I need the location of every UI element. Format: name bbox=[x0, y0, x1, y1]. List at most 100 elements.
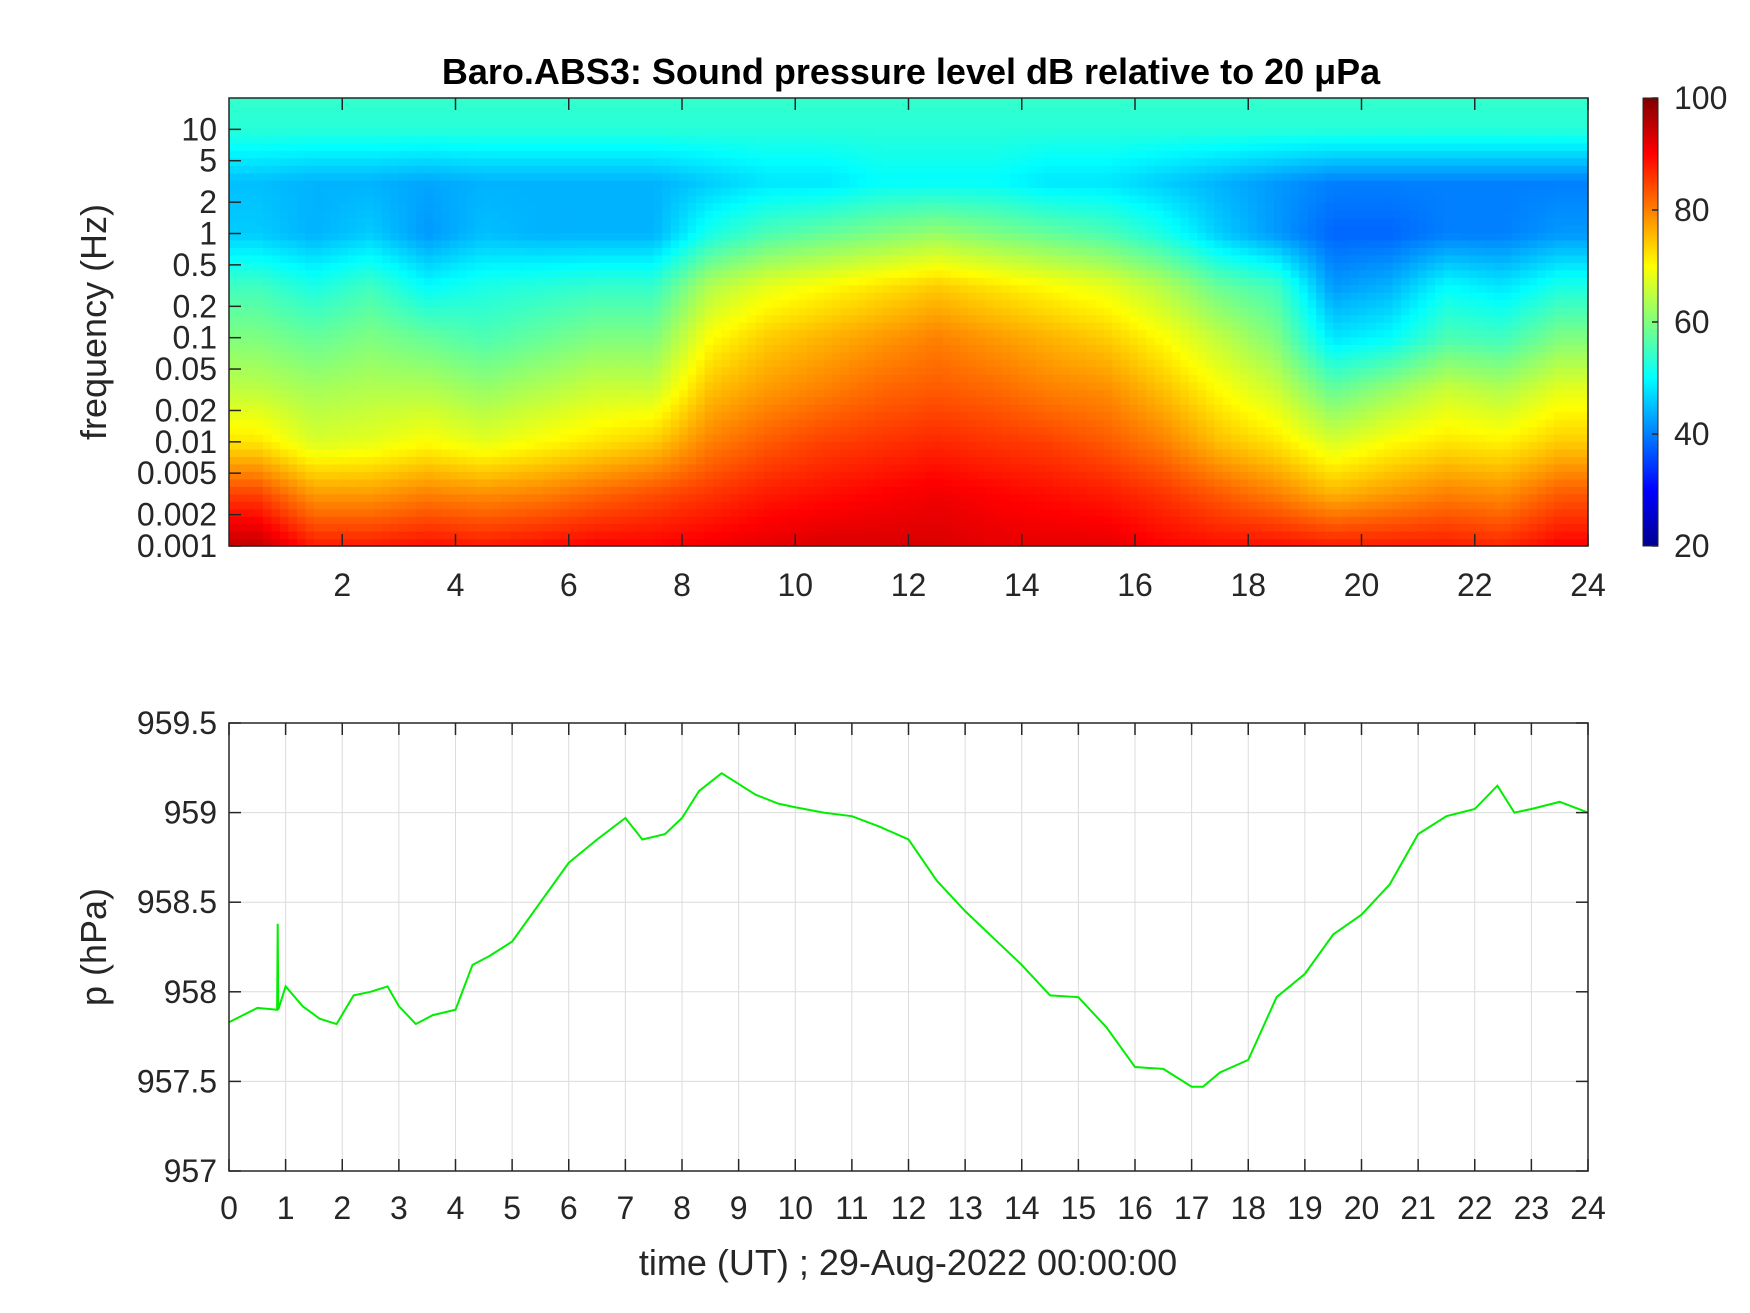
spectrogram-cell bbox=[1027, 329, 1037, 338]
spectrogram-cell bbox=[1010, 351, 1020, 360]
spectrogram-cell bbox=[1469, 493, 1479, 502]
spectrogram-cell bbox=[1052, 381, 1062, 390]
spectrogram-cell bbox=[1486, 314, 1496, 323]
spectrogram-cell bbox=[823, 531, 833, 540]
spectrogram-cell bbox=[925, 411, 935, 420]
spectrogram-cell bbox=[424, 434, 434, 443]
spectrogram-cell bbox=[687, 351, 697, 360]
spectrogram-cell bbox=[993, 389, 1003, 398]
spectrogram-cell bbox=[1290, 366, 1300, 375]
spectrogram-cell bbox=[1095, 351, 1105, 360]
spectrogram-cell bbox=[1180, 493, 1190, 502]
spectrogram-cell bbox=[1528, 478, 1538, 487]
spectrogram-cell bbox=[1562, 456, 1572, 465]
spectrogram-cell bbox=[526, 508, 536, 517]
spectrogram-cell bbox=[993, 336, 1003, 345]
spectrogram-cell bbox=[815, 516, 825, 525]
spectrogram-cell bbox=[551, 508, 561, 517]
spectrogram-cell bbox=[407, 411, 417, 420]
spectrogram-cell bbox=[1103, 396, 1113, 405]
spectrogram-cell bbox=[296, 478, 307, 487]
spectrogram-cell bbox=[1265, 411, 1275, 420]
spectrogram-cell bbox=[755, 426, 765, 435]
spectrogram-cell bbox=[916, 516, 927, 525]
spectrogram-cell bbox=[1010, 463, 1020, 472]
spectrogram-cell bbox=[347, 374, 357, 383]
spectrogram-cell bbox=[1282, 516, 1292, 525]
spectrogram-cell bbox=[602, 322, 612, 331]
spectrogram-cell bbox=[1358, 344, 1368, 353]
spectrogram-cell bbox=[1579, 396, 1589, 405]
spectrogram-cell bbox=[1188, 344, 1198, 353]
spectrogram-cell bbox=[330, 441, 341, 450]
spectrogram-cell bbox=[500, 381, 510, 390]
spectrogram-cell bbox=[577, 538, 587, 547]
spectrogram-cell bbox=[1137, 434, 1147, 443]
spectrogram-cell bbox=[806, 456, 816, 465]
spectrogram-cell bbox=[696, 471, 706, 480]
spectrogram-cell bbox=[1571, 441, 1581, 450]
spectrogram-cell bbox=[1001, 351, 1012, 360]
spectrogram-cell bbox=[441, 336, 451, 345]
spectrogram-cell bbox=[755, 493, 765, 502]
spectrogram-cell bbox=[1265, 314, 1275, 323]
spectrogram-cell bbox=[730, 404, 740, 413]
spectrogram-cell bbox=[339, 441, 349, 450]
spectrogram-cell bbox=[254, 329, 264, 338]
spectrogram-cell bbox=[1069, 478, 1079, 487]
spectrogram-cell bbox=[1307, 314, 1317, 323]
spectrogram-cell bbox=[1545, 411, 1555, 420]
spectrogram-cell bbox=[916, 508, 927, 517]
spectrogram-cell bbox=[1401, 381, 1411, 390]
spectrogram-cell bbox=[806, 531, 816, 540]
spectrogram-cell bbox=[1171, 344, 1181, 353]
spectrogram-cell bbox=[1520, 531, 1530, 540]
spectrogram-cell bbox=[1299, 351, 1309, 360]
spectrogram-cell bbox=[1078, 322, 1088, 331]
spectrogram-cell bbox=[432, 434, 442, 443]
spectrogram-cell bbox=[381, 538, 391, 547]
spectrogram-cell bbox=[271, 434, 281, 443]
spectrogram-cell bbox=[585, 486, 595, 495]
spectrogram-cell bbox=[1435, 374, 1445, 383]
spectrogram-cell bbox=[466, 322, 476, 331]
spectrogram-cell bbox=[713, 374, 723, 383]
spectrogram-cell bbox=[1137, 538, 1147, 547]
spectrogram-cell bbox=[254, 471, 264, 480]
spectrogram-cell bbox=[1562, 478, 1572, 487]
spectrogram-cell bbox=[857, 351, 867, 360]
spectrogram-cell bbox=[832, 359, 842, 368]
spectrogram-cell bbox=[823, 329, 833, 338]
spectrogram-cell bbox=[466, 404, 476, 413]
spectrogram-cell bbox=[364, 381, 374, 390]
spectrogram-cell bbox=[772, 314, 782, 323]
spectrogram-cell bbox=[704, 456, 714, 465]
spectrogram-cell bbox=[1324, 351, 1334, 360]
spectrogram-cell bbox=[1171, 426, 1181, 435]
spectrogram-cell bbox=[1528, 426, 1538, 435]
spectrogram-cell bbox=[772, 523, 782, 532]
spectrogram-cell bbox=[347, 404, 357, 413]
spectrogram-cell bbox=[296, 329, 307, 338]
spectrogram-cell bbox=[984, 381, 995, 390]
spectrogram-cell bbox=[1188, 471, 1198, 480]
spectrogram-cell bbox=[551, 404, 561, 413]
spectrogram-cell bbox=[662, 463, 672, 472]
spectrogram-cell bbox=[789, 329, 799, 338]
spectrogram-cell bbox=[313, 307, 324, 316]
spectrogram-cell bbox=[483, 336, 493, 345]
spectrogram-cell bbox=[1018, 344, 1029, 353]
spectrogram-cell bbox=[1248, 501, 1258, 510]
spectrogram-cell bbox=[347, 441, 357, 450]
spectrogram-cell bbox=[1528, 508, 1538, 517]
spectrogram-cell bbox=[1027, 493, 1037, 502]
spectrogram-cell bbox=[891, 322, 901, 331]
spectrogram-cell bbox=[1452, 404, 1462, 413]
spectrogram-cell bbox=[738, 411, 748, 420]
spectrogram-cell bbox=[526, 523, 536, 532]
spectrogram-cell bbox=[772, 456, 782, 465]
spectrogram-cell bbox=[738, 396, 748, 405]
spectrogram-cell bbox=[984, 344, 995, 353]
spectrogram-cell bbox=[747, 411, 757, 420]
spectrogram-cell bbox=[1384, 523, 1394, 532]
